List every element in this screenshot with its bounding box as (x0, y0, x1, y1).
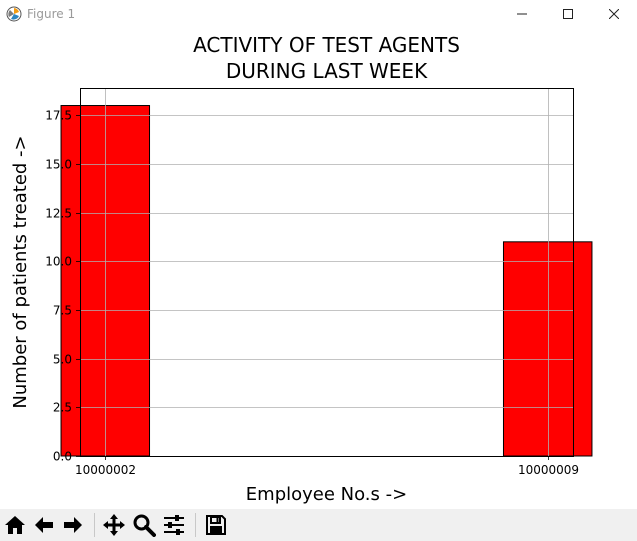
back-button[interactable] (31, 512, 57, 538)
y-tick-label: 5.0 (53, 353, 72, 367)
x-tick-label: 10000002 (75, 463, 136, 477)
figure-canvas: 0.0 2.5 5.0 7.5 10.0 12.5 15.0 17.5 10000002 1000… (0, 28, 637, 509)
chart-title-line: DURING LAST WEEK (226, 59, 428, 83)
pan-button[interactable] (101, 512, 127, 538)
back-arrow-icon (35, 517, 53, 533)
window-titlebar: Figure 1 (0, 0, 637, 28)
close-icon (609, 9, 619, 19)
x-axis-label: Employee No.s -> (246, 484, 407, 505)
bar (502, 241, 593, 457)
chart-title-line: ACTIVITY OF TEST AGENTS (193, 33, 460, 57)
toolbar-separator (94, 513, 95, 537)
forward-arrow-icon (64, 517, 82, 533)
minimize-button[interactable] (499, 0, 545, 28)
y-tick-label: 10.0 (45, 255, 72, 269)
toolbar-separator (195, 513, 196, 537)
navigation-toolbar (0, 509, 637, 541)
home-button[interactable] (2, 512, 28, 538)
pan-icon (103, 514, 125, 536)
maximize-icon (563, 9, 573, 19)
y-tick-label: 12.5 (45, 207, 72, 221)
save-button[interactable] (203, 512, 229, 538)
y-tick-label: 15.0 (45, 158, 72, 172)
forward-button[interactable] (60, 512, 86, 538)
window-title: Figure 1 (27, 7, 76, 21)
y-tick-label: 2.5 (53, 401, 72, 415)
maximize-button[interactable] (545, 0, 591, 28)
zoom-button[interactable] (131, 512, 157, 538)
home-icon (5, 516, 25, 534)
y-tick-label: 17.5 (45, 109, 72, 123)
y-tick-label: 7.5 (53, 304, 72, 318)
matplotlib-icon (6, 6, 22, 22)
bar-chart: 0.0 2.5 5.0 7.5 10.0 12.5 15.0 17.5 10000002 1000… (10, 33, 593, 505)
y-tick-label: 0.0 (53, 450, 72, 464)
configure-subplots-icon (164, 515, 184, 535)
x-tick-label: 10000009 (518, 463, 579, 477)
zoom-icon (133, 514, 156, 537)
close-button[interactable] (591, 0, 637, 28)
save-icon (206, 515, 226, 535)
minimize-icon (517, 13, 527, 15)
y-axis-label: Number of patients treated -> (10, 135, 31, 408)
configure-subplots-button[interactable] (161, 512, 187, 538)
axes-frame (80, 88, 574, 457)
